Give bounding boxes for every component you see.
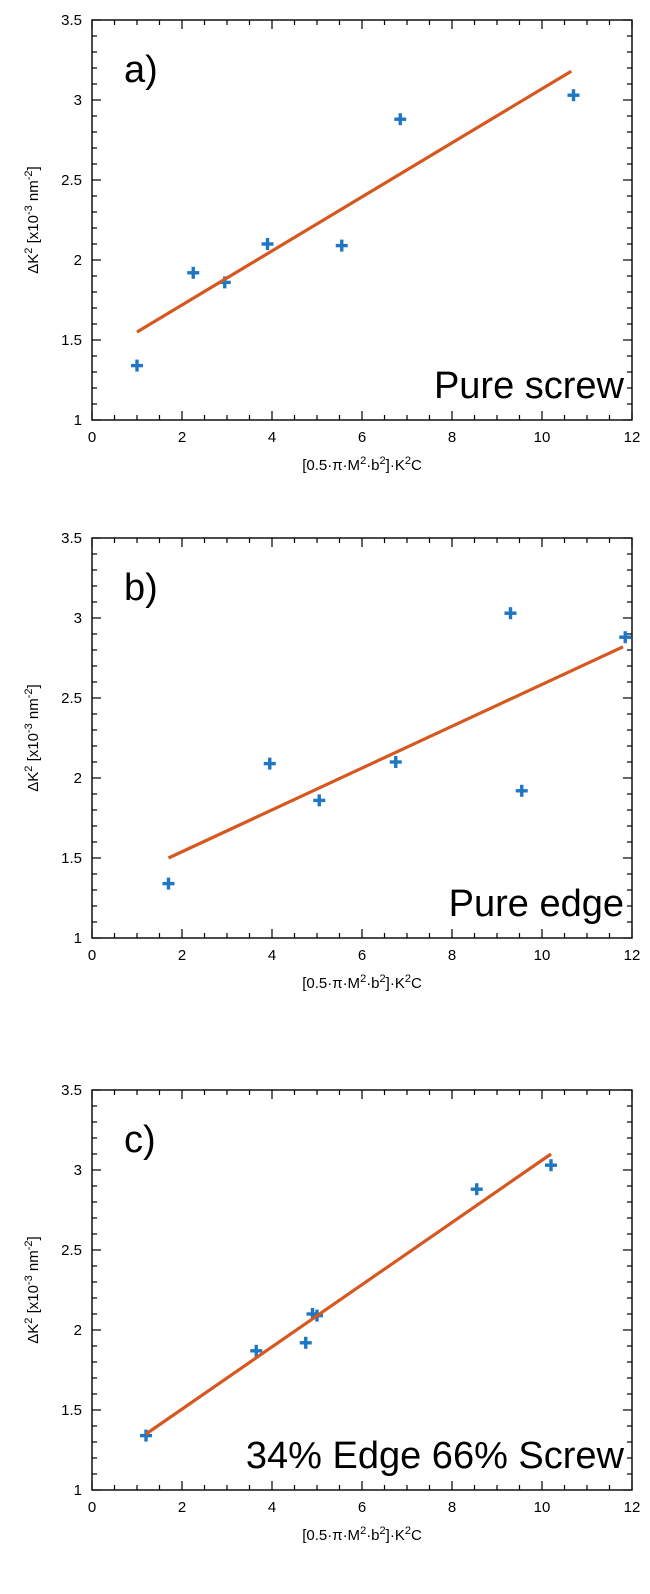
data-point	[389, 756, 402, 768]
panel-label: c)	[124, 1119, 156, 1161]
y-tick-label: 3.5	[61, 12, 82, 29]
data-point	[263, 757, 276, 770]
y-tick-label: 1	[74, 412, 82, 429]
y-tick-label: 3	[74, 1162, 82, 1179]
x-tick-label: 8	[448, 947, 456, 964]
x-tick-label: 10	[534, 429, 551, 446]
plot-frame	[91, 1089, 633, 1491]
chart-panel-c: 0 2 4 6 8 10 12 1 1.5 2 2.5 3 3.5 [0.5·π·M2·b2]·K2C ΔK…	[23, 1082, 640, 1544]
panel-annotation: 34% Edge 66% Screw	[246, 1435, 625, 1477]
x-axis-label: [0.5·π·M2·b2]·K2C	[302, 973, 422, 992]
x-tick-label: 4	[268, 1499, 276, 1516]
x-tick-label: 0	[88, 947, 96, 964]
x-tick-label: 12	[624, 947, 641, 964]
panel-annotation: Pure edge	[449, 883, 624, 925]
y-tick-label: 1	[74, 1482, 82, 1499]
y-tick-label: 3.5	[61, 1082, 82, 1099]
x-tick-label: 2	[178, 1499, 186, 1516]
panel-label: b)	[124, 567, 158, 609]
data-point	[504, 607, 517, 620]
y-tick-label: 3.5	[61, 530, 82, 547]
x-tick-label: 8	[448, 1499, 456, 1516]
y-axis-label: ΔK2 [x10-3 nm-2]	[23, 166, 42, 273]
x-tick-label: 2	[178, 947, 186, 964]
x-tick-label: 10	[534, 1499, 551, 1516]
x-tick-label: 2	[178, 429, 186, 446]
x-tick-label: 6	[358, 429, 366, 446]
data-point	[545, 1159, 557, 1172]
data-point	[131, 359, 143, 372]
y-tick-label: 1.5	[61, 332, 82, 349]
fit-line	[167, 645, 624, 860]
data-point	[394, 113, 407, 126]
chart-panel-b: 0 2 4 6 8 10 12 1 1.5 2 2.5 3 3.5 [0.5·π·M2·b2]·K2C ΔK…	[23, 530, 640, 992]
fit-line	[136, 69, 573, 334]
data-point	[470, 1183, 483, 1196]
x-tick-label: 6	[358, 1499, 366, 1516]
x-tick-label: 12	[624, 1499, 641, 1516]
data-point	[140, 1429, 152, 1442]
x-tick-label: 4	[268, 429, 276, 446]
y-tick-label: 2	[74, 770, 82, 787]
data-point	[187, 266, 200, 279]
x-tick-label: 8	[448, 429, 456, 446]
data-point	[619, 631, 632, 644]
y-tick-label: 3	[74, 92, 82, 109]
y-axis-label: ΔK2 [x10-3 nm-2]	[23, 1236, 42, 1343]
y-tick-label: 2.5	[61, 690, 82, 707]
x-axis-label: [0.5·π·M2·b2]·K2C	[302, 1525, 422, 1544]
x-tick-label: 0	[88, 1499, 96, 1516]
y-tick-label: 2	[74, 1322, 82, 1339]
x-axis-label: [0.5·π·M2·b2]·K2C	[302, 455, 422, 474]
y-tick-label: 1.5	[61, 850, 82, 867]
x-tick-label: 4	[268, 947, 276, 964]
panel-label: a)	[124, 49, 158, 91]
data-point	[335, 239, 348, 252]
data-point	[250, 1344, 263, 1357]
x-tick-label: 12	[624, 429, 641, 446]
chart-panel-a: 0 2 4 6 8 10 12 1 1.5 2 2.5 3 3.5 [0.5·π·M2·b2]·K2C ΔK…	[23, 12, 640, 474]
y-tick-label: 2.5	[61, 1242, 82, 1259]
y-tick-label: 2.5	[61, 172, 82, 189]
y-axis-label: ΔK2 [x10-3 nm-2]	[23, 684, 42, 791]
y-tick-label: 1.5	[61, 1402, 82, 1419]
data-point	[313, 794, 326, 807]
plot-frame	[91, 19, 633, 421]
data-point	[299, 1336, 312, 1349]
fit-line	[145, 1152, 552, 1436]
x-tick-label: 0	[88, 429, 96, 446]
panel-annotation: Pure screw	[434, 365, 625, 407]
x-tick-label: 10	[534, 947, 551, 964]
y-tick-label: 1	[74, 930, 82, 947]
y-tick-label: 2	[74, 252, 82, 269]
plot-frame	[91, 537, 633, 939]
y-tick-label: 3	[74, 610, 82, 627]
data-point	[567, 89, 580, 102]
x-tick-label: 6	[358, 947, 366, 964]
data-point	[162, 877, 175, 890]
data-point	[515, 784, 528, 797]
data-point	[261, 238, 274, 250]
